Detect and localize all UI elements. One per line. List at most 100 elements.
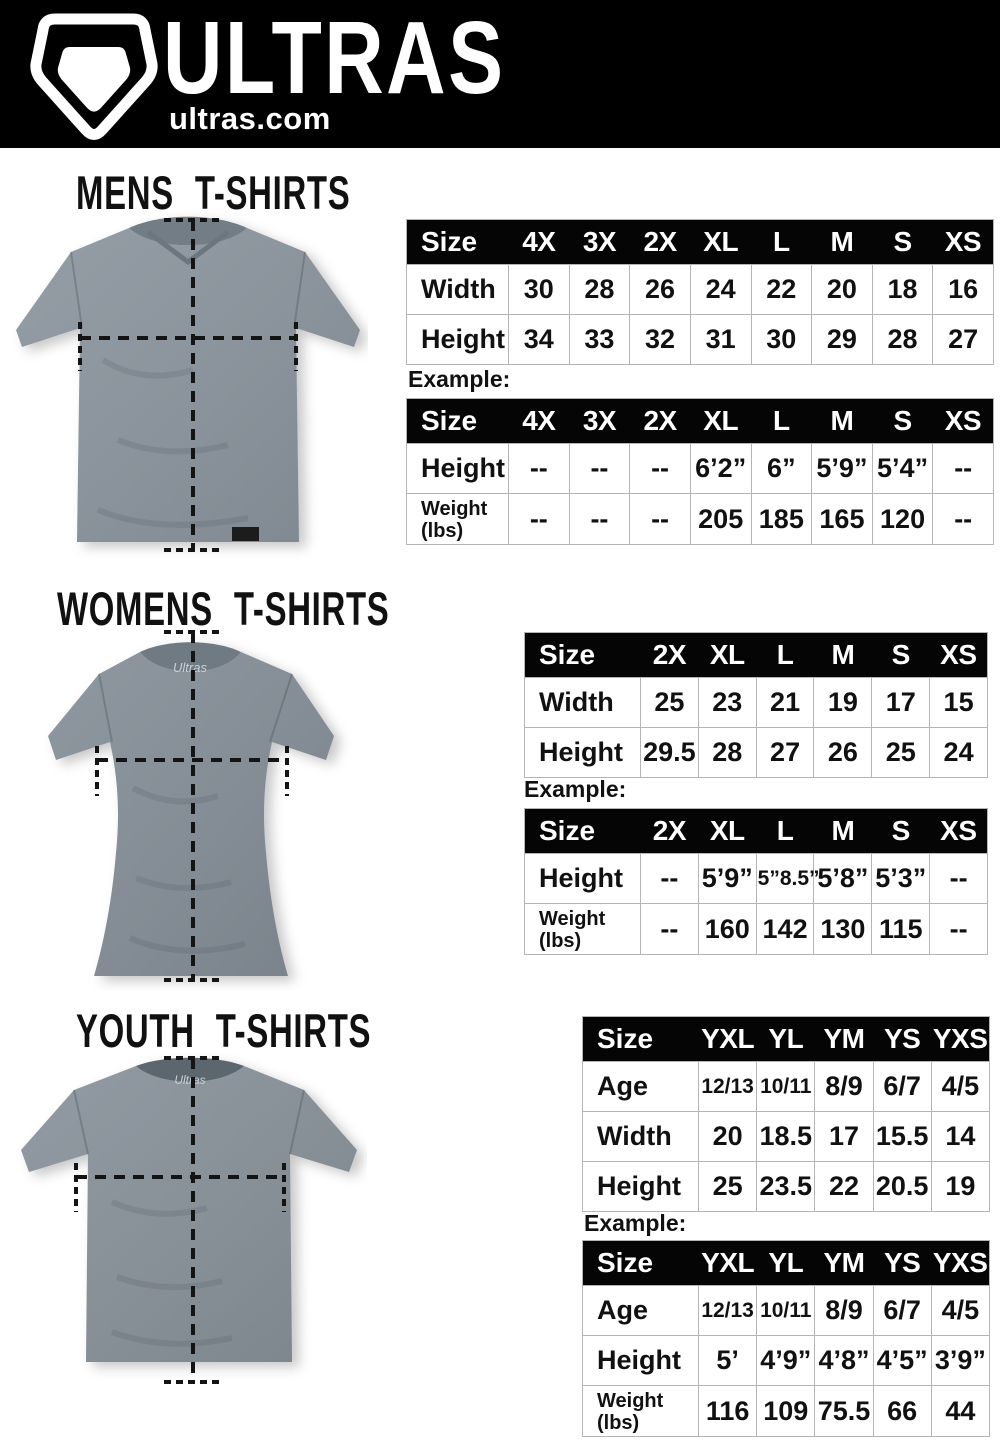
value-cell: 26 (813, 727, 873, 778)
value-cell: 29 (811, 314, 873, 365)
size-header-cell: 3X (569, 219, 630, 265)
value-cell: 44 (930, 1385, 991, 1437)
value-cell: 6/7 (872, 1061, 932, 1112)
value-cell: 19 (930, 1161, 991, 1212)
value-cell: 24 (689, 264, 752, 315)
size-header-cell: YS (873, 1016, 932, 1062)
value-cell: -- (508, 443, 570, 494)
size-header-cell: XS (929, 632, 988, 678)
measurement-lines (78, 218, 298, 552)
size-header-cell: S (872, 219, 933, 265)
youth-example-table: Size YXL YL YM YS YXS Age 12/13 10/11 8/9 6/7 4/5 He… (582, 1240, 991, 1437)
value-cell: 21 (755, 677, 815, 728)
row-label-cell: Age (582, 1061, 699, 1112)
value-cell: 5’9” (697, 853, 757, 904)
row-label-cell: Age (582, 1285, 699, 1336)
collar-label: Ultras (174, 1073, 205, 1087)
value-cell: 10/11 (756, 1061, 816, 1112)
section-title-youth: YOUTH T-SHIRTS (76, 1004, 372, 1057)
value-cell: 32 (629, 314, 691, 365)
size-header-cell: 2X (640, 808, 699, 854)
value-cell: 4’8” (814, 1335, 874, 1386)
size-chart-table: Size YXL YL YM YS YXS Age 12/13 10/11 8/9 6/7 4/5 Wi… (582, 1016, 991, 1212)
size-header-cell: 2X (629, 219, 691, 265)
size-header-cell: M (813, 808, 872, 854)
value-cell: 120 (871, 493, 934, 545)
size-header-cell: L (751, 219, 812, 265)
value-cell: -- (629, 493, 691, 545)
size-column-header: Size (582, 1240, 699, 1286)
value-cell: 25 (871, 727, 931, 778)
value-cell: 4’9” (756, 1335, 816, 1386)
value-cell: 17 (871, 677, 931, 728)
value-cell: 5’4” (871, 443, 934, 494)
example-label-mens: Example: (408, 366, 511, 392)
womens-shirt-image: Ultras (18, 628, 363, 990)
size-header-cell: L (751, 398, 812, 444)
value-cell: 27 (755, 727, 815, 778)
size-header-cell: 4X (508, 219, 570, 265)
row-label-cell: Height (524, 727, 641, 778)
value-cell: -- (932, 443, 994, 494)
size-header-cell: M (811, 219, 873, 265)
row-label-cell: Height (524, 853, 641, 904)
size-header-cell: L (756, 632, 814, 678)
row-label-cell: Weight (lbs) (582, 1385, 699, 1437)
size-header-cell: YL (756, 1240, 815, 1286)
size-header-cell: YXL (698, 1016, 757, 1062)
row-label-cell: Width (524, 677, 641, 728)
row-label-cell: Height (582, 1161, 699, 1212)
row-label-cell: Width (582, 1111, 699, 1162)
collar-label: Ultras (173, 660, 207, 675)
value-cell: 15 (929, 677, 988, 728)
value-cell: 19 (813, 677, 873, 728)
value-cell: 17 (814, 1111, 874, 1162)
row-label-cell: Height (406, 314, 509, 365)
section-title-mens: MENS T-SHIRTS (76, 166, 351, 219)
value-cell: 20 (697, 1111, 758, 1162)
example-label-youth: Example: (584, 1210, 687, 1236)
value-cell: 28 (697, 727, 757, 778)
size-header-cell: M (811, 398, 873, 444)
value-cell: -- (929, 903, 988, 955)
value-cell: 5”8.5” (755, 853, 820, 904)
section-title-womens: WOMENS T-SHIRTS (57, 582, 390, 635)
row-label-cell: Weight (lbs) (406, 493, 509, 545)
value-cell: 165 (811, 493, 873, 545)
size-header-cell: YS (873, 1240, 932, 1286)
value-cell: -- (640, 903, 699, 955)
value-cell: 22 (750, 264, 813, 315)
value-cell: 115 (871, 903, 931, 955)
size-chart-table: Size 4X 3X 2X XL L M S XS Height -- -- -- 6’2” 6” 5’9” 5… (406, 398, 994, 545)
value-cell: 116 (697, 1385, 758, 1437)
value-cell: 6” (750, 443, 813, 494)
row-label-cell: Height (406, 443, 509, 494)
value-cell: -- (929, 853, 988, 904)
value-cell: 4/5 (930, 1061, 991, 1112)
value-cell: 8/9 (814, 1061, 874, 1112)
value-cell: 18.5 (756, 1111, 816, 1162)
size-column-header: Size (406, 219, 509, 265)
value-cell: -- (508, 493, 570, 545)
value-cell: 3’9” (930, 1335, 991, 1386)
brand-header: ULTRAS ultras.com (0, 0, 1000, 148)
size-column-header: Size (582, 1016, 699, 1062)
site-url: ultras.com (169, 101, 331, 136)
size-header-cell: YXL (698, 1240, 757, 1286)
value-cell: -- (640, 853, 699, 904)
value-cell: 34 (508, 314, 570, 365)
mens-shirt-image (8, 210, 368, 562)
womens-size-table: Size 2X XL L M S XS Width 25 23 21 19 17 15 Height 29.5… (524, 632, 988, 778)
value-cell: 30 (750, 314, 813, 365)
value-cell: 20.5 (872, 1161, 932, 1212)
value-cell: 4/5 (930, 1285, 991, 1336)
size-header-cell: XL (690, 219, 751, 265)
size-header-cell: 3X (569, 398, 630, 444)
size-header-cell: 4X (508, 398, 570, 444)
size-header-cell: YM (814, 1016, 874, 1062)
value-cell: 20 (811, 264, 873, 315)
value-cell: 75.5 (814, 1385, 874, 1437)
size-header-cell: YM (814, 1240, 874, 1286)
value-cell: 24 (929, 727, 988, 778)
